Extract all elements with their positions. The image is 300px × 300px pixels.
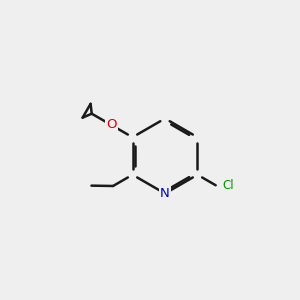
Text: Cl: Cl (222, 179, 234, 192)
Text: N: N (160, 187, 170, 200)
Text: O: O (106, 118, 116, 131)
